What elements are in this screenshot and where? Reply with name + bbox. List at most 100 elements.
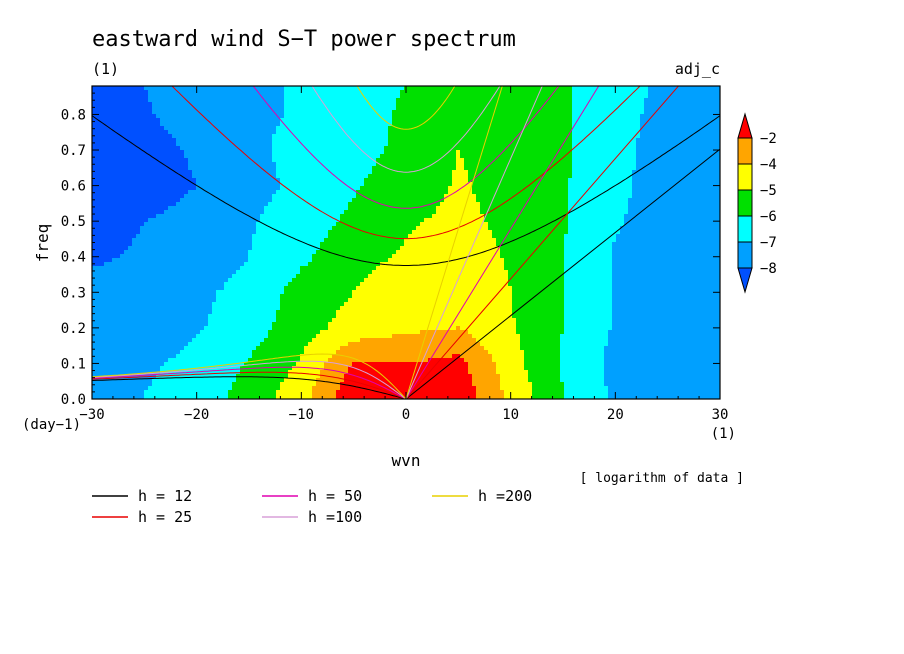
heatmap-cell: [640, 206, 645, 211]
heatmap-cell: [320, 150, 325, 155]
heatmap-cell: [640, 86, 645, 91]
heatmap-cell: [676, 202, 681, 207]
heatmap-cell: [492, 90, 497, 95]
heatmap-cell: [172, 158, 177, 163]
heatmap-cell: [612, 126, 617, 131]
heatmap-cell: [452, 114, 457, 119]
heatmap-cell: [276, 150, 281, 155]
heatmap-cell: [424, 114, 429, 119]
heatmap-cell: [584, 106, 589, 111]
heatmap-cell: [276, 194, 281, 199]
heatmap-cell: [448, 198, 453, 203]
heatmap-cell: [684, 142, 689, 147]
heatmap-cell: [568, 174, 573, 179]
heatmap-cell: [616, 178, 621, 183]
heatmap-cell: [680, 94, 685, 99]
heatmap-cell: [656, 186, 661, 191]
heatmap-cell: [536, 194, 541, 199]
heatmap-cell: [348, 106, 353, 111]
heatmap-cell: [500, 86, 505, 91]
heatmap-cell: [652, 114, 657, 119]
heatmap-cell: [592, 170, 597, 175]
heatmap-cell: [456, 142, 461, 147]
heatmap-cell: [308, 194, 313, 199]
heatmap-cell: [620, 150, 625, 155]
heatmap-cell: [548, 90, 553, 95]
heatmap-cell: [92, 94, 97, 99]
heatmap-cell: [420, 114, 425, 119]
heatmap-cell: [600, 118, 605, 123]
heatmap-cell: [660, 122, 665, 127]
heatmap-cell: [180, 126, 185, 131]
heatmap-cell: [260, 134, 265, 139]
heatmap-cell: [488, 178, 493, 183]
heatmap-cell: [396, 130, 401, 135]
heatmap-cell: [420, 210, 425, 215]
heatmap-cell: [540, 174, 545, 179]
heatmap-cell: [288, 86, 293, 91]
heatmap-cell: [664, 194, 669, 199]
heatmap-cell: [304, 198, 309, 203]
heatmap-cell: [476, 122, 481, 127]
heatmap-cell: [384, 122, 389, 127]
heatmap-cell: [644, 90, 649, 95]
heatmap-cell: [324, 110, 329, 115]
heatmap-cell: [320, 134, 325, 139]
heatmap-cell: [596, 186, 601, 191]
heatmap-cell: [564, 166, 569, 171]
heatmap-cell: [368, 178, 373, 183]
heatmap-cell: [132, 110, 137, 115]
heatmap-cell: [332, 146, 337, 151]
heatmap-cell: [288, 162, 293, 167]
heatmap-cell: [328, 94, 333, 99]
heatmap-cell: [496, 146, 501, 151]
heatmap-cell: [232, 122, 237, 127]
heatmap-cell: [332, 162, 337, 167]
heatmap-cell: [148, 126, 153, 131]
heatmap-cell: [680, 206, 685, 211]
heatmap-cell: [316, 170, 321, 175]
heatmap-cell: [496, 162, 501, 167]
heatmap-cell: [344, 206, 349, 211]
heatmap-cell: [276, 126, 281, 131]
heatmap-cell: [156, 190, 161, 195]
heatmap-cell: [424, 150, 429, 155]
heatmap-cell: [576, 146, 581, 151]
heatmap-cell: [588, 110, 593, 115]
heatmap-cell: [260, 90, 265, 95]
heatmap-cell: [220, 154, 225, 159]
heatmap-cell: [656, 98, 661, 103]
heatmap-cell: [680, 86, 685, 91]
heatmap-cell: [584, 146, 589, 151]
heatmap-cell: [480, 158, 485, 163]
heatmap-cell: [292, 178, 297, 183]
heatmap-cell: [196, 138, 201, 143]
heatmap-cell: [468, 110, 473, 115]
heatmap-cell: [160, 178, 165, 183]
heatmap-cell: [480, 210, 485, 215]
heatmap-cell: [108, 198, 113, 203]
heatmap-cell: [496, 90, 501, 95]
heatmap-cell: [344, 130, 349, 135]
heatmap-cell: [188, 190, 193, 195]
heatmap-cell: [280, 170, 285, 175]
heatmap-cell: [496, 158, 501, 163]
heatmap-cell: [188, 126, 193, 131]
heatmap-cell: [552, 158, 557, 163]
heatmap-cell: [320, 122, 325, 127]
heatmap-cell: [544, 170, 549, 175]
heatmap-cell: [104, 150, 109, 155]
heatmap-cell: [328, 134, 333, 139]
heatmap-cell: [448, 154, 453, 159]
heatmap-cell: [268, 210, 273, 215]
heatmap-cell: [596, 118, 601, 123]
heatmap-cell: [152, 186, 157, 191]
heatmap-cell: [684, 98, 689, 103]
heatmap-cell: [692, 130, 697, 135]
heatmap-cell: [396, 178, 401, 183]
heatmap-cell: [476, 118, 481, 123]
heatmap-cell: [272, 194, 277, 199]
heatmap-cell: [224, 130, 229, 135]
heatmap-cell: [608, 134, 613, 139]
heatmap-cell: [304, 90, 309, 95]
